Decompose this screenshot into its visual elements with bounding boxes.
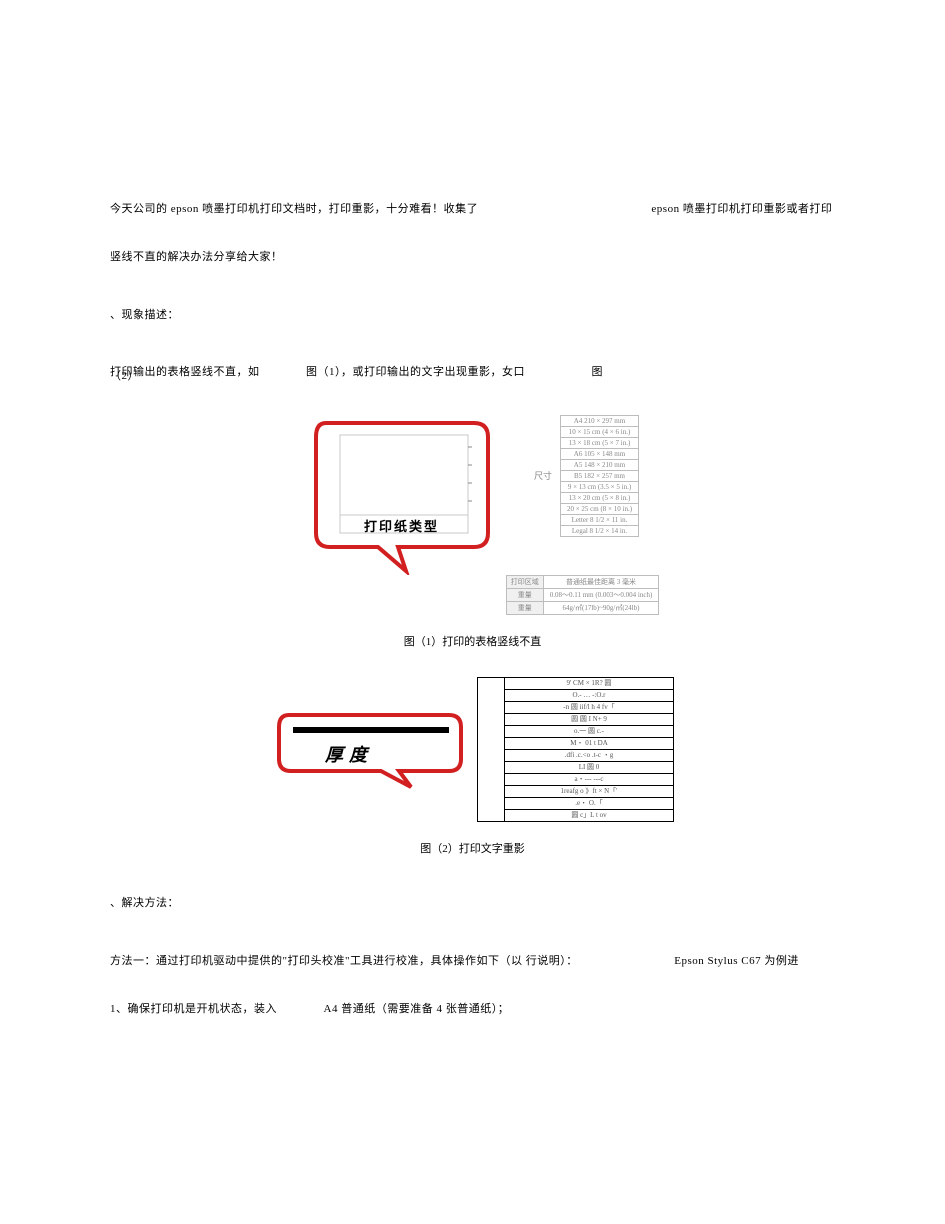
fig1-row: Letter 8 1/2 × 11 in. <box>560 514 638 525</box>
fig1-row: 10 × 15 cm (4 × 6 in.) <box>560 426 638 437</box>
figure-1-caption: 图（1）打印的表格竖线不直 <box>110 633 835 649</box>
fig1-row: Legal 8 1/2 × 14 in. <box>560 525 638 536</box>
fig2-row: M・ 01 t DA <box>505 737 674 749</box>
method1-a: 方法一：通过打印机驱动中提供的"打印头校准"工具进行校准，具体操作如下（以 行说… <box>110 955 578 967</box>
intro-line1b: epson 喷墨打印机打印重影或者打印 <box>651 203 832 215</box>
method1-line: 方法一：通过打印机驱动中提供的"打印头校准"工具进行校准，具体操作如下（以 行说… <box>110 952 835 972</box>
step1-line: 1、确保打印机是开机状态，装入 A4 普通纸（需要准备 4 张普通纸）； <box>110 1000 835 1020</box>
fig2-row: a・--- ---c <box>505 773 674 785</box>
fig1-row: A6 105 × 148 mm <box>560 448 638 459</box>
fig2-row: 圆 c」L t ov <box>505 809 674 821</box>
fig1-row: 20 × 25 cm (8 × 10 in.) <box>560 503 638 514</box>
fig1-bottom-val: 0.08～0.11 mm (0.003～0.004 inch) <box>543 588 659 601</box>
fig2-row: 圆 圆 I N+ 9 <box>505 713 674 725</box>
step1-a: 1、确保打印机是开机状态，装入 <box>110 1003 277 1015</box>
fig1-side-label: 尺寸 <box>526 415 560 537</box>
figure-1-callout: 打印纸类型 <box>306 415 506 575</box>
figure-2-table: 9' CM × 1R? 圆 O.- … -:O.r -n 圆 iif/l h 4… <box>477 677 674 822</box>
fig2-left-col <box>478 677 505 821</box>
fig2-box-label-text: 厚度 <box>325 741 373 767</box>
method1-b: Epson Stylus C67 为例进 <box>674 955 799 967</box>
fig2-row: 1reafg o 》ft × N「' <box>505 785 674 797</box>
fig1-row: A5 148 × 210 mm <box>560 459 638 470</box>
fig1-bottom-label: 重量 <box>506 588 543 601</box>
figure-2-caption: 图（2）打印文字重影 <box>110 840 835 856</box>
figure-1-bottom-table: 打印区域 普通纸最佳距离 3 毫米 重量 0.08～0.11 mm (0.003… <box>110 575 835 615</box>
fig2-row: .e・ O.「 <box>505 797 674 809</box>
callout-bubble-icon <box>306 415 506 575</box>
fig1-bottom-label: 打印区域 <box>506 575 543 588</box>
figure-2: 厚度 9' CM × 1R? 圆 O.- … -:O.r -n 圆 iif/l … <box>110 677 835 822</box>
document-page: 今天公司的 epson 喷墨打印机打印文档时，打印重影，十分难看！收集了 eps… <box>0 0 945 1224</box>
fig1-row: A4 210 × 297 mm <box>560 415 638 426</box>
section2-title: 、解决方法： <box>110 894 835 914</box>
desc-c: 图 <box>592 366 604 378</box>
fig1-bottom-val: 64g/㎡(17lb)~90g/㎡(24lb) <box>543 601 659 614</box>
fig2-row: LI 圆 0 <box>505 761 674 773</box>
figure-1-table-group: 尺寸 A4 210 × 297 mm 10 × 15 cm (4 × 6 in.… <box>526 415 639 537</box>
fig2-row: O.- … -:O.r <box>505 689 674 701</box>
fig2-row: -n 圆 iif/l h 4 fv「 <box>505 701 674 713</box>
fig1-box-label-text: 打印纸类型 <box>364 516 439 535</box>
step1-b: A4 普通纸（需要准备 4 张普通纸）； <box>324 1003 510 1015</box>
figure-2-callout: 厚度 <box>271 709 471 789</box>
section1-title: 、现象描述： <box>110 306 835 326</box>
fig2-row: o.一 圆 c.- <box>505 725 674 737</box>
fig1-row: 9 × 13 cm (3.5 × 5 in.) <box>560 481 638 492</box>
intro-line2: 竖线不直的解决办法分享给大家！ <box>110 248 835 268</box>
intro-line1a: 今天公司的 epson 喷墨打印机打印文档时，打印重影，十分难看！收集了 <box>110 203 478 215</box>
figure-1-size-table: A4 210 × 297 mm 10 × 15 cm (4 × 6 in.) 1… <box>560 415 639 537</box>
figure-1: 打印纸类型 尺寸 A4 210 × 297 mm 10 × 15 cm (4 ×… <box>110 415 835 575</box>
fig1-bottom-label: 重量 <box>506 601 543 614</box>
fig1-row: 13 × 20 cm (5 × 8 in.) <box>560 492 638 503</box>
desc-b: 图（1），或打印输出的文字出现重影，女口 <box>306 366 525 378</box>
intro-paragraph: 今天公司的 epson 喷墨打印机打印文档时，打印重影，十分难看！收集了 eps… <box>110 200 835 220</box>
fig1-row: B5 182 × 257 mm <box>560 470 638 481</box>
fig2-row: 9' CM × 1R? 圆 <box>505 677 674 689</box>
fig1-row: 13 × 18 cm (5 × 7 in.) <box>560 437 638 448</box>
fig2-row: .dfi .c.<o .t-c ・g <box>505 749 674 761</box>
fig1-bottom-val: 普通纸最佳距离 3 毫米 <box>543 575 659 588</box>
